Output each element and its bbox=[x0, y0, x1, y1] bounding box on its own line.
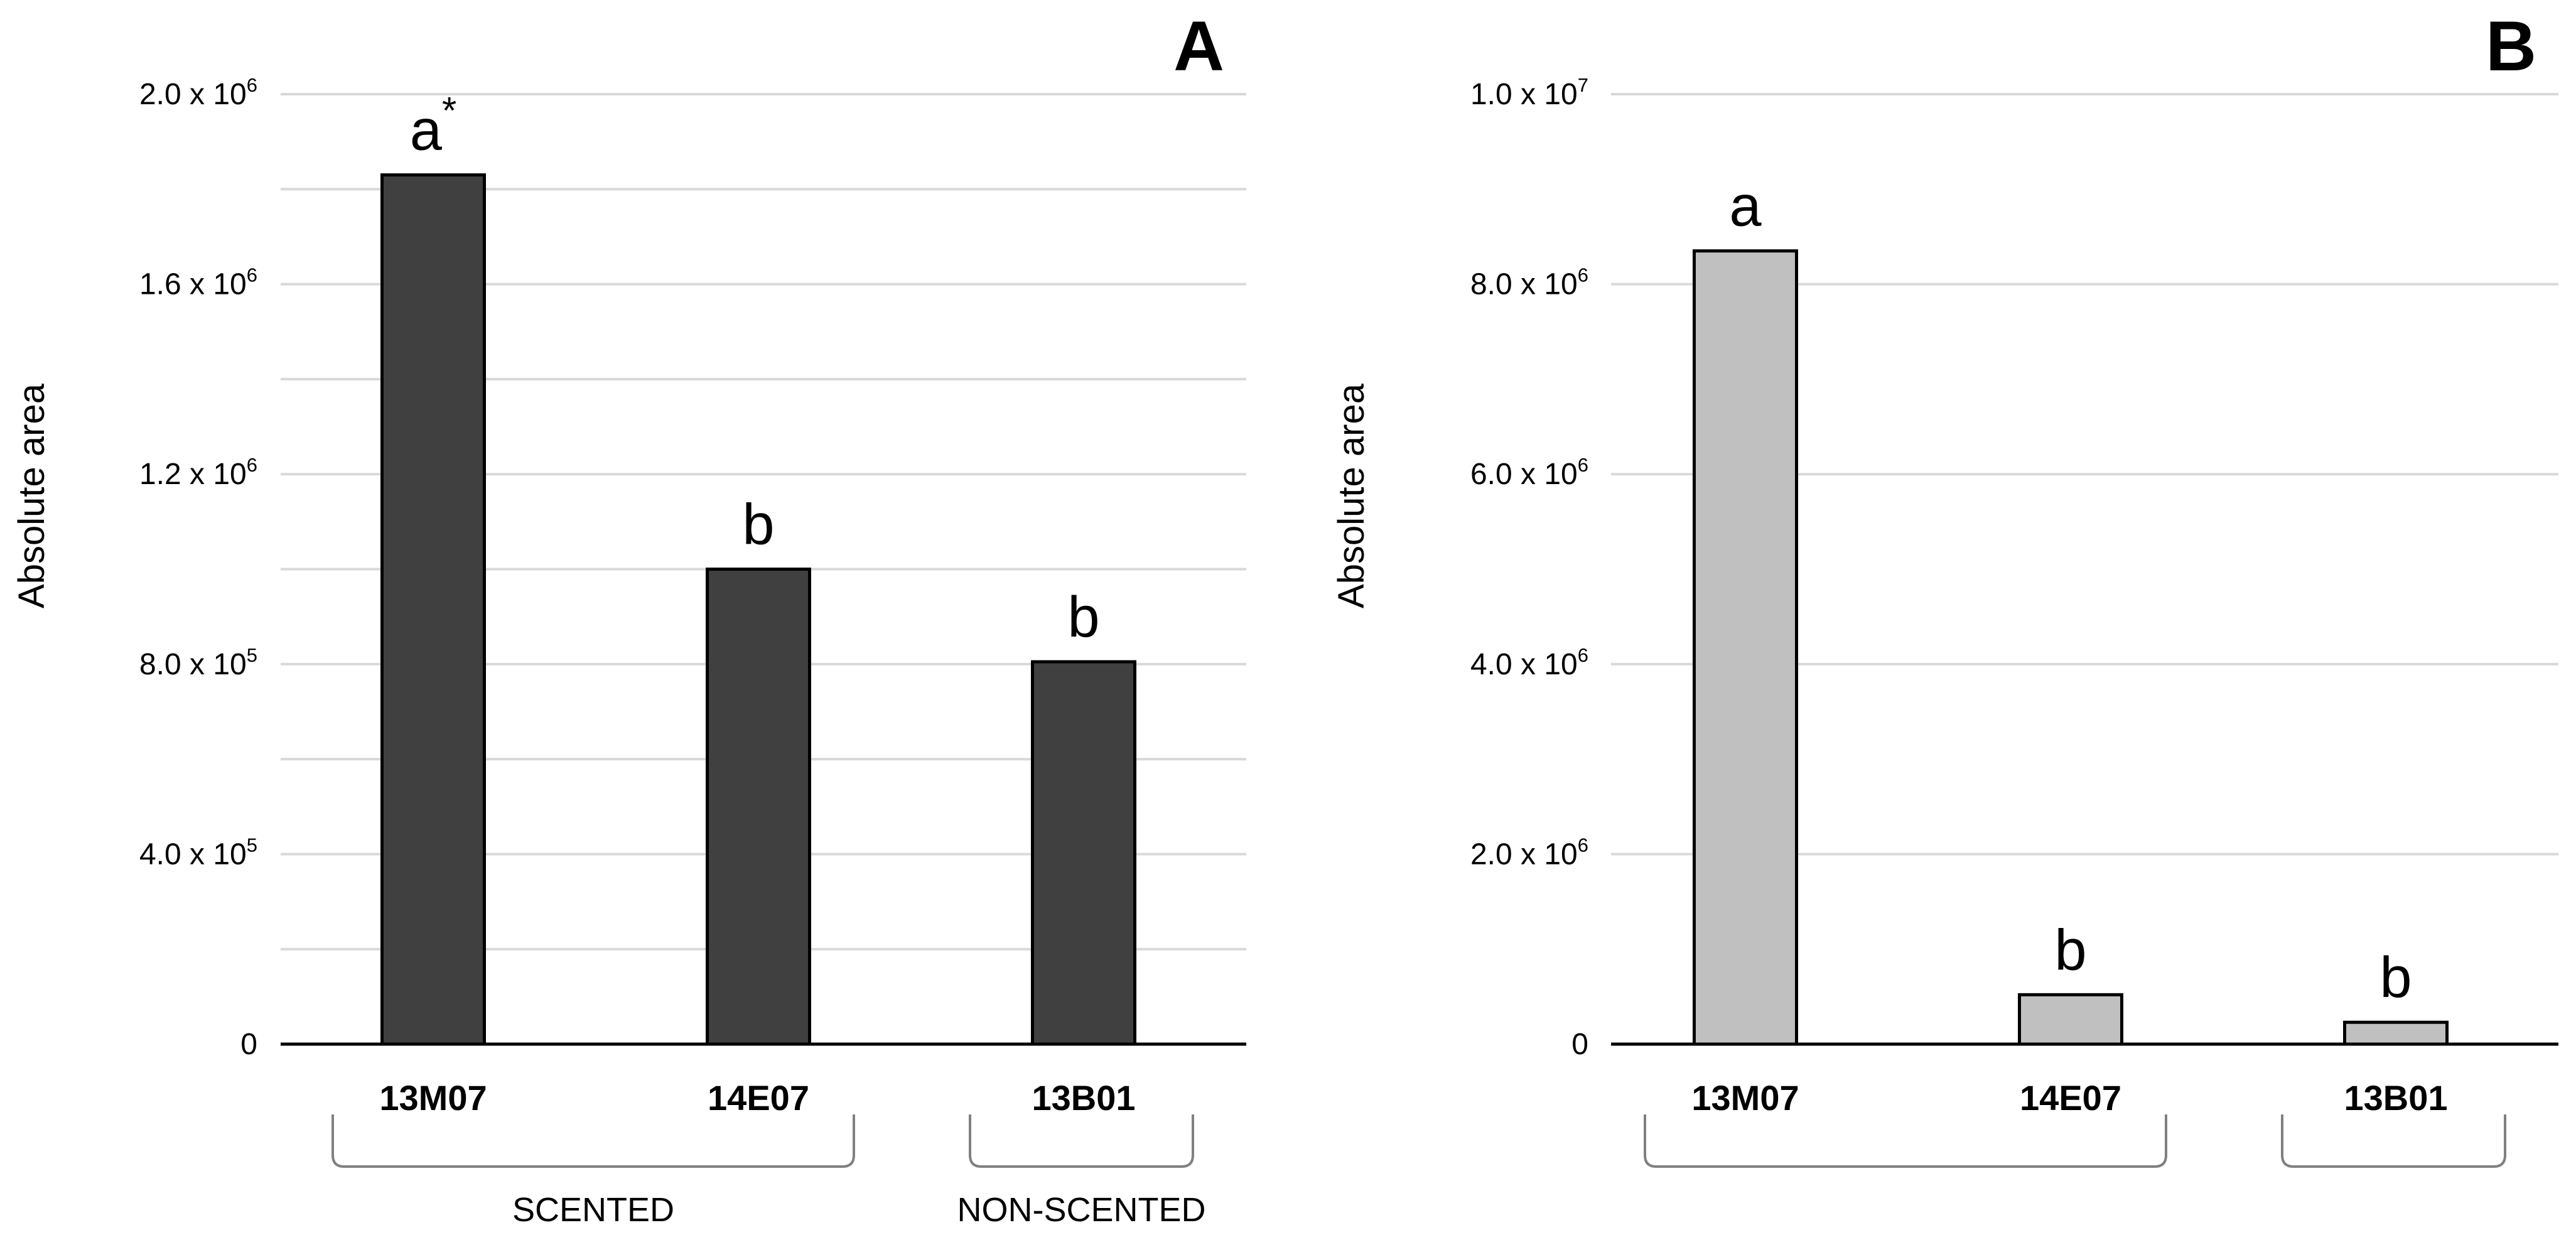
panel-a-bar-13b01 bbox=[1031, 660, 1136, 1046]
panel-b-group-bracket bbox=[1644, 1114, 2167, 1168]
panel-a-category-label: 13M07 bbox=[379, 1078, 487, 1118]
panel-b-category-labels: 13M07 14E07 13B01 bbox=[1691, 1078, 2447, 1118]
panel-b-category-label: 14E07 bbox=[2020, 1078, 2121, 1118]
panel-a-bar-14e07 bbox=[706, 568, 811, 1046]
panel-a-y-tick-label: 8.0 x 105 bbox=[139, 644, 257, 681]
panel-a-significance-label: a* bbox=[410, 90, 457, 163]
panel-b-significance-label: b bbox=[2379, 946, 2412, 1010]
panel-a-group-bracket bbox=[331, 1114, 855, 1168]
panel-b-bars bbox=[1693, 249, 2449, 1046]
panel-a-y-axis-title: Absolute area bbox=[11, 383, 52, 608]
panel-b-group-brackets bbox=[1644, 1114, 2506, 1168]
panel-a-group-bracket bbox=[969, 1114, 1194, 1168]
panel-b-y-tick-label: 4.0 x 106 bbox=[1470, 644, 1588, 681]
panel-a-category-labels: 13M07 14E07 13B01 bbox=[379, 1078, 1135, 1118]
panel-a-significance-labels: a* b b bbox=[410, 90, 1100, 649]
panel-a-bars bbox=[380, 173, 1136, 1046]
panel-a-y-tick-labels: 0 4.0 x 105 8.0 x 105 1.2 x 106 1.6 x 106 2.0… bbox=[139, 74, 257, 1061]
panel-a-group-labels: SCENTED NON-SCENTED bbox=[512, 1191, 1206, 1229]
panel-a-letter: A bbox=[1173, 7, 1224, 85]
panel-b-significance-labels: a b b bbox=[1729, 175, 2412, 1010]
panel-b-y-tick-labels: 0 2.0 x 106 4.0 x 106 6.0 x 106 8.0 x 106 1.0… bbox=[1470, 74, 1588, 1061]
panel-b-significance-label: a bbox=[1729, 175, 1762, 239]
panel-b-y-axis-title: Absolute area bbox=[1331, 383, 1372, 608]
panel-a-chart: 0 4.0 x 105 8.0 x 105 1.2 x 106 1.6 x 106 2.0… bbox=[11, 7, 1246, 1229]
panel-a-y-tick-label: 1.6 x 106 bbox=[139, 264, 257, 301]
panel-a-group-label: NON-SCENTED bbox=[957, 1191, 1205, 1229]
panel-b-significance-label: b bbox=[2054, 918, 2086, 982]
panel-b-category-label: 13M07 bbox=[1691, 1078, 1799, 1118]
panel-b-bar-14e07 bbox=[2018, 993, 2123, 1046]
panel-b-y-tick-label: 6.0 x 106 bbox=[1470, 454, 1588, 491]
panel-b-letter: B bbox=[2486, 7, 2536, 85]
panel-a-bar-13m07 bbox=[380, 173, 486, 1046]
panel-a-y-tick-label: 1.2 x 106 bbox=[139, 454, 257, 491]
panel-b-y-tick-label: 1.0 x 107 bbox=[1470, 74, 1588, 111]
panel-b-bar-13m07 bbox=[1693, 249, 1798, 1046]
panel-a-category-label: 13B01 bbox=[1032, 1078, 1135, 1118]
panel-b-bar-13b01 bbox=[2343, 1020, 2449, 1046]
panel-a-y-tick-label: 2.0 x 106 bbox=[139, 74, 257, 111]
panel-b-y-tick-label: 0 bbox=[1571, 1028, 1588, 1061]
panel-b-y-tick-label: 2.0 x 106 bbox=[1470, 834, 1588, 871]
panel-a-significance-label: b bbox=[742, 493, 774, 557]
panel-a-y-tick-label: 4.0 x 105 bbox=[139, 834, 257, 871]
panel-b-category-label: 13B01 bbox=[2344, 1078, 2447, 1118]
panel-b-y-tick-label: 8.0 x 106 bbox=[1470, 264, 1588, 301]
panel-b-chart: 0 2.0 x 106 4.0 x 106 6.0 x 106 8.0 x 106 1.0… bbox=[1331, 7, 2558, 1168]
panel-a-group-brackets bbox=[331, 1114, 1194, 1168]
panel-a-y-tick-label: 0 bbox=[240, 1028, 257, 1061]
panel-a-category-label: 14E07 bbox=[708, 1078, 809, 1118]
panel-a-group-label: SCENTED bbox=[512, 1191, 674, 1229]
panel-b-group-bracket bbox=[2281, 1114, 2506, 1168]
panel-a-significance-label: b bbox=[1067, 585, 1099, 649]
